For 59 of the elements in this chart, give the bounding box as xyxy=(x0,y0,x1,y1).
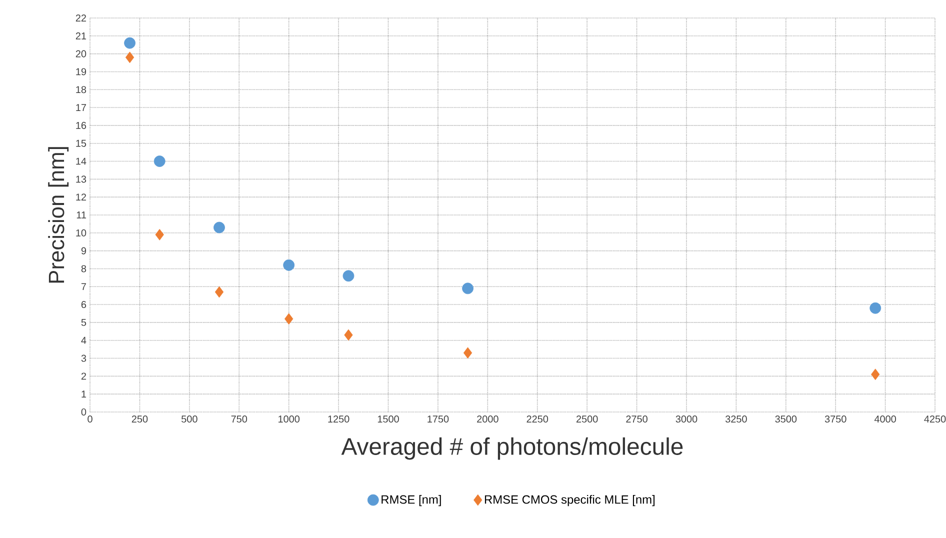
y-tick-label: 11 xyxy=(76,212,86,218)
point xyxy=(463,347,472,359)
point xyxy=(284,313,294,325)
y-tick-label: 8 xyxy=(81,265,86,272)
legend-label: RMSE CMOS specific MLE [nm] xyxy=(484,494,655,506)
point xyxy=(124,37,136,49)
y-tick-label: 0 xyxy=(81,408,86,416)
point xyxy=(342,270,354,282)
y-tick-label: 2 xyxy=(81,372,86,380)
y-tick-label: 22 xyxy=(76,14,86,22)
x-tick-label: 2000 xyxy=(477,416,498,423)
x-tick-label: 3000 xyxy=(676,416,698,423)
y-tick-label: 9 xyxy=(81,247,86,254)
point xyxy=(462,282,474,294)
x-tick-label: 1000 xyxy=(278,416,300,423)
y-tick-label: 16 xyxy=(76,122,86,129)
x-tick-label: 0 xyxy=(88,416,92,423)
y-tick-label: 12 xyxy=(76,194,86,201)
y-tick-label: 7 xyxy=(81,283,86,290)
y-tick-label: 17 xyxy=(76,104,86,111)
point xyxy=(214,286,224,298)
x-tick-label: 2250 xyxy=(526,416,548,423)
x-axis-title: Averaged # of photons/molecule xyxy=(341,437,683,460)
point xyxy=(283,259,295,271)
y-tick-label: 20 xyxy=(76,50,86,58)
y-tick-label: 3 xyxy=(81,354,86,362)
x-tick-label: 4250 xyxy=(924,416,946,423)
y-tick-label: 19 xyxy=(76,68,86,76)
x-tick-label: 1500 xyxy=(378,416,399,423)
y-tick-label: 10 xyxy=(76,229,86,236)
x-tick-label: 2750 xyxy=(626,416,648,423)
x-tick-label: 2500 xyxy=(576,416,598,423)
x-tick-label: 1750 xyxy=(428,416,449,423)
x-tick-label: 1250 xyxy=(328,416,350,423)
point xyxy=(344,329,353,341)
y-axis-title: Precision [nm] xyxy=(48,147,69,283)
y-tick-label: 14 xyxy=(76,158,86,165)
point xyxy=(125,52,134,64)
x-tick-label: 3750 xyxy=(824,416,846,423)
point xyxy=(154,156,166,167)
y-tick-label: 21 xyxy=(76,32,86,40)
x-tick-label: 750 xyxy=(231,416,248,423)
x-tick-label: 4000 xyxy=(874,416,896,423)
x-tick-label: 500 xyxy=(182,416,198,423)
point xyxy=(155,228,164,240)
y-tick-label: 13 xyxy=(76,176,86,183)
y-tick-label: 1 xyxy=(82,390,86,398)
point xyxy=(870,302,882,314)
point xyxy=(871,368,880,380)
point xyxy=(214,222,225,234)
x-tick-label: 3500 xyxy=(775,416,797,423)
y-tick-label: 18 xyxy=(76,86,86,94)
y-tick-label: 4 xyxy=(81,336,86,344)
y-tick-label: 6 xyxy=(81,301,86,308)
x-tick-label: 250 xyxy=(132,416,148,423)
legend-label: RMSE [nm] xyxy=(382,494,441,506)
y-tick-label: 5 xyxy=(81,318,86,326)
y-tick-label: 15 xyxy=(76,140,86,147)
x-tick-label: 3250 xyxy=(725,416,747,423)
